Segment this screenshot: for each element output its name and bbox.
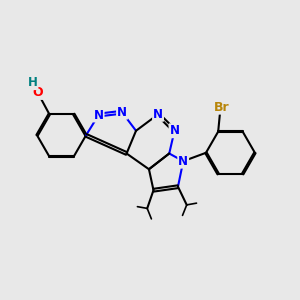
Text: Br: Br (214, 100, 230, 114)
Text: H: H (28, 76, 38, 89)
Text: N: N (178, 155, 188, 168)
Text: N: N (153, 108, 163, 121)
Text: N: N (117, 106, 127, 119)
Text: N: N (94, 109, 103, 122)
Text: O: O (33, 86, 44, 99)
Text: N: N (169, 124, 179, 137)
